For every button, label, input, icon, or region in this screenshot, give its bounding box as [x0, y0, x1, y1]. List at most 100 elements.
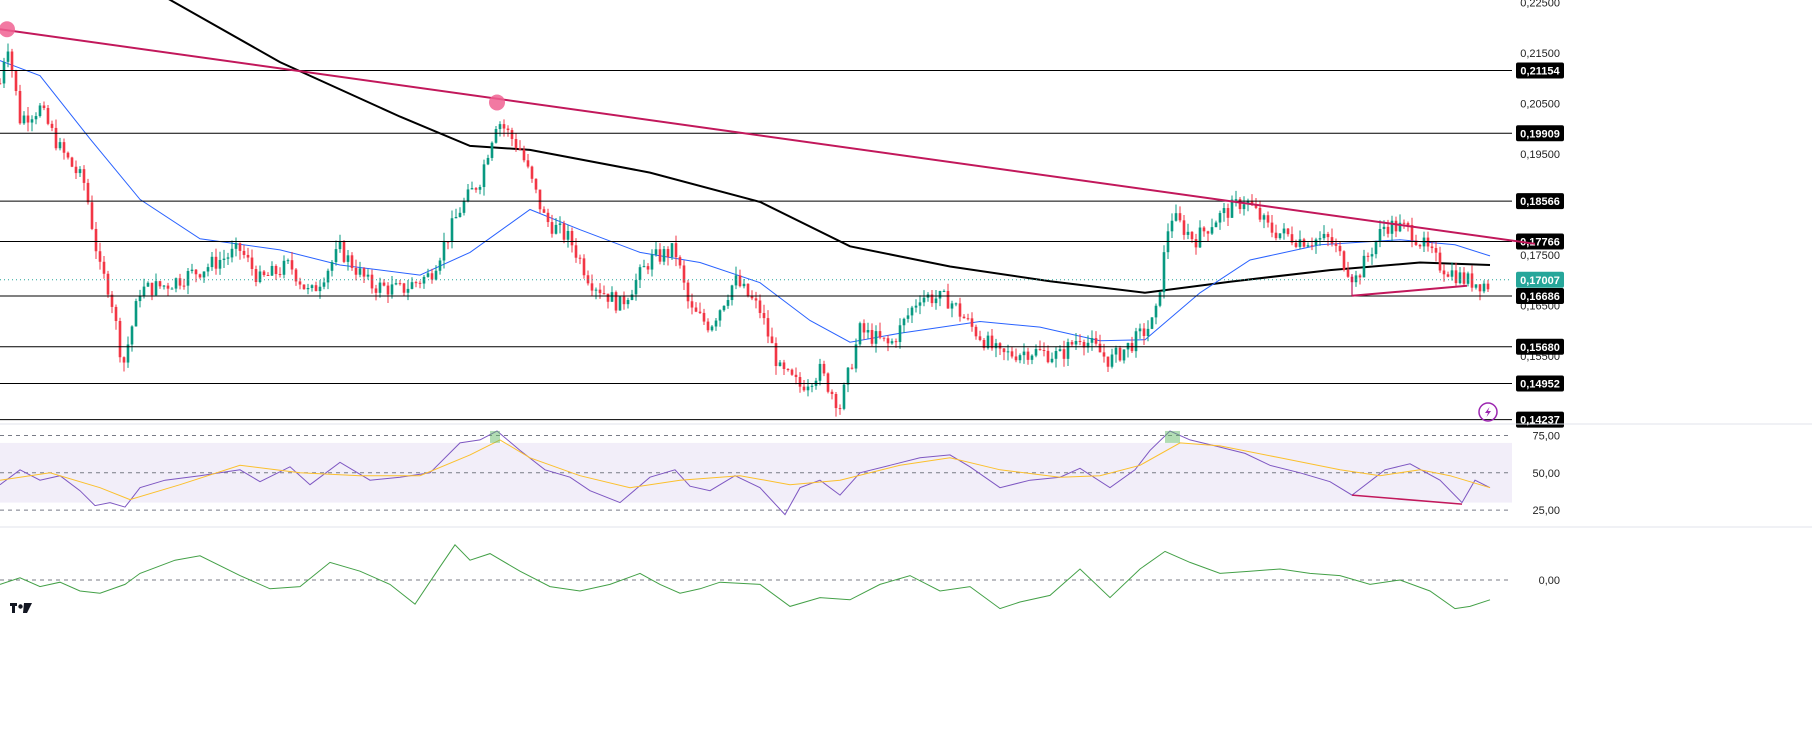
candle-body — [234, 243, 238, 249]
candle-body — [518, 147, 522, 150]
candle-body — [254, 269, 258, 283]
candle-body — [86, 182, 90, 203]
candle-body — [1018, 355, 1022, 361]
candle-body — [1054, 351, 1058, 359]
candle-body — [1382, 226, 1386, 230]
candle-body — [866, 330, 870, 333]
candle-body — [774, 343, 778, 367]
candle-body — [370, 274, 374, 289]
candle-body — [1186, 231, 1190, 235]
trendline — [0, 28, 1536, 245]
candle-body — [226, 257, 230, 259]
level-tag — [1516, 62, 1564, 79]
candle-body — [886, 338, 890, 344]
candle-body — [474, 188, 478, 190]
candle-body — [890, 341, 894, 344]
candle-body — [1262, 215, 1266, 220]
candle-body — [910, 307, 914, 316]
trendline — [1351, 284, 1468, 297]
pivot-marker — [0, 21, 15, 38]
lightning-icon[interactable] — [1478, 402, 1498, 422]
candle-body — [762, 313, 766, 319]
candle-body — [1354, 275, 1358, 283]
candle-body — [846, 367, 850, 385]
candle-body — [1138, 328, 1142, 332]
rsi-tick-label: 50,00 — [1532, 468, 1560, 480]
candle-body — [1394, 220, 1398, 232]
candle-body — [182, 285, 186, 287]
candle-body — [1142, 328, 1146, 337]
price-tick-label: 0,20500 — [1520, 98, 1560, 110]
candle-body — [258, 271, 262, 283]
candle-body — [414, 282, 418, 284]
candle-body — [146, 282, 150, 287]
candle-body — [278, 274, 282, 276]
candle-body — [430, 273, 434, 280]
candle-body — [118, 320, 122, 358]
candle-body — [6, 51, 10, 62]
price-panel: 0,225000,215000,205000,195000,175000,165… — [0, 0, 1564, 428]
candle-body — [938, 291, 942, 299]
candle-body — [114, 306, 118, 321]
candle-body — [970, 318, 974, 327]
candle-body — [282, 260, 286, 275]
candle-body — [574, 245, 578, 258]
candle-body — [1270, 222, 1274, 233]
candle-body — [174, 278, 178, 289]
candle-body — [294, 269, 298, 282]
candle-body — [310, 285, 314, 288]
candle-body — [290, 260, 294, 270]
candle-body — [1114, 347, 1118, 355]
candle-body — [78, 169, 82, 174]
candle-body — [1210, 227, 1214, 234]
candle-body — [590, 283, 594, 291]
current-price-label: 0,17007 — [1520, 275, 1560, 287]
candle-body — [194, 269, 198, 275]
candle-body — [322, 282, 326, 287]
candle-body — [670, 243, 674, 258]
candle-body — [326, 270, 330, 283]
candle-body — [1306, 245, 1310, 247]
candle-body — [70, 157, 74, 167]
candle-body — [1146, 328, 1150, 337]
candle-body — [82, 169, 86, 183]
level-tag-label: 0,19909 — [1520, 128, 1560, 140]
candle-body — [442, 241, 446, 261]
candle-body — [130, 326, 134, 345]
candle-body — [854, 344, 858, 369]
momentum-panel: 0,00 — [0, 526, 1812, 610]
candle-body — [922, 297, 926, 303]
candle-body — [42, 105, 46, 109]
candle-body — [618, 296, 622, 311]
candle-body — [594, 289, 598, 291]
candle-body — [602, 293, 606, 295]
candle-body — [242, 250, 246, 255]
candle-body — [374, 288, 378, 293]
candle-body — [810, 385, 814, 387]
candle-body — [934, 298, 938, 304]
candle-body — [918, 302, 922, 306]
candle-body — [1082, 342, 1086, 348]
candle-body — [1478, 284, 1482, 292]
candle-body — [1462, 272, 1466, 284]
candle-body — [218, 259, 222, 269]
candle-body — [162, 285, 166, 287]
rsi-tick-label: 75,00 — [1532, 430, 1560, 442]
candle-body — [490, 142, 494, 158]
level-tag-label: 0,18566 — [1520, 196, 1560, 208]
candle-body — [426, 273, 430, 277]
candle-body — [1022, 351, 1026, 356]
candle-body — [626, 300, 630, 305]
candle-body — [150, 282, 154, 296]
candle-body — [982, 339, 986, 349]
pivot-marker — [489, 94, 505, 111]
candle-body — [750, 296, 754, 299]
candle-body — [1370, 254, 1374, 257]
candle-body — [1106, 356, 1110, 367]
candle-body — [678, 257, 682, 266]
level-tag — [1516, 375, 1564, 392]
candle-body — [106, 273, 110, 295]
candle-body — [598, 289, 602, 294]
candle-body — [698, 311, 702, 313]
